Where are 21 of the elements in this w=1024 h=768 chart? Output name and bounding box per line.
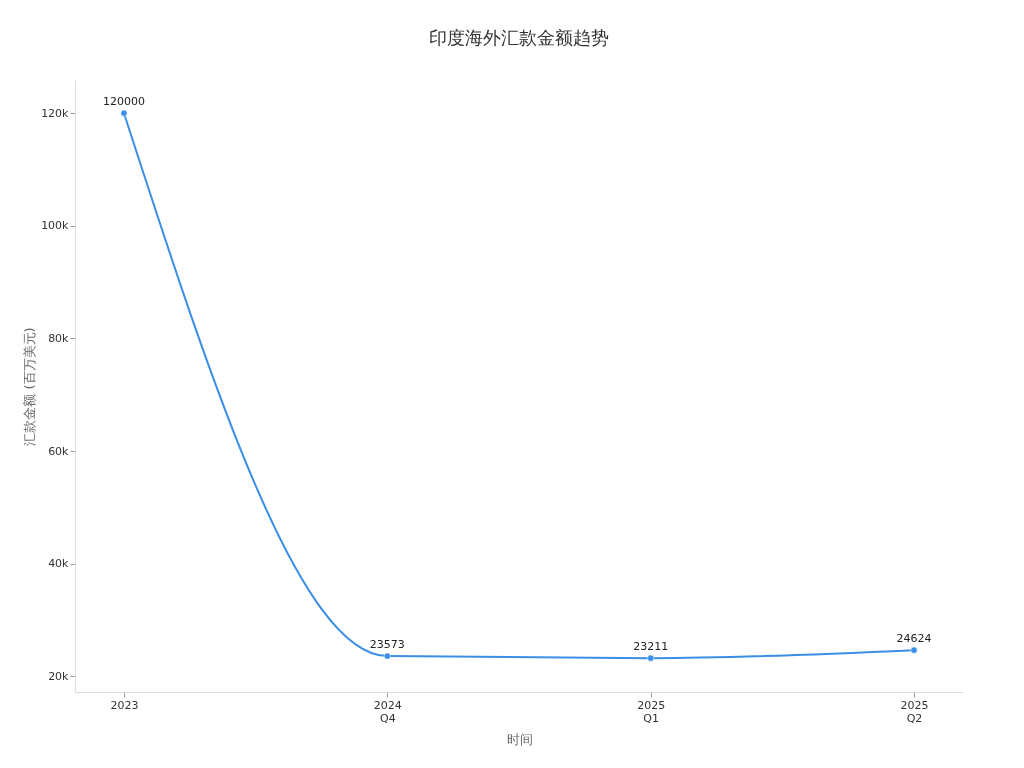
point	[120, 109, 128, 117]
data-label: 120000	[102, 95, 145, 109]
point	[647, 654, 655, 662]
y-axis-title: 汇款金额 (百万美元)	[22, 327, 38, 446]
data-label: 23211	[633, 640, 669, 654]
point	[910, 646, 918, 654]
point	[383, 652, 391, 660]
y-tick-label: 60k	[48, 444, 70, 458]
x-axis-title: 时间	[506, 731, 533, 747]
y-tick-label: 80k	[48, 331, 70, 345]
x-tick-label: 2024 Q4	[373, 698, 402, 725]
y-tick-label: 100k	[41, 219, 70, 233]
y-tick-label: 120k	[41, 106, 70, 120]
y-tick-label: 20k	[48, 669, 70, 683]
x-tick-label: 2023	[110, 698, 139, 712]
y-tick-label: 40k	[48, 557, 70, 571]
data-label: 24624	[896, 632, 932, 646]
data-label: 23573	[369, 638, 405, 652]
x-tick-label: 2025 Q2	[900, 698, 929, 725]
x-tick-label: 2025 Q1	[637, 698, 666, 725]
chart-title: 印度海外汇款金额趋势	[429, 27, 609, 48]
